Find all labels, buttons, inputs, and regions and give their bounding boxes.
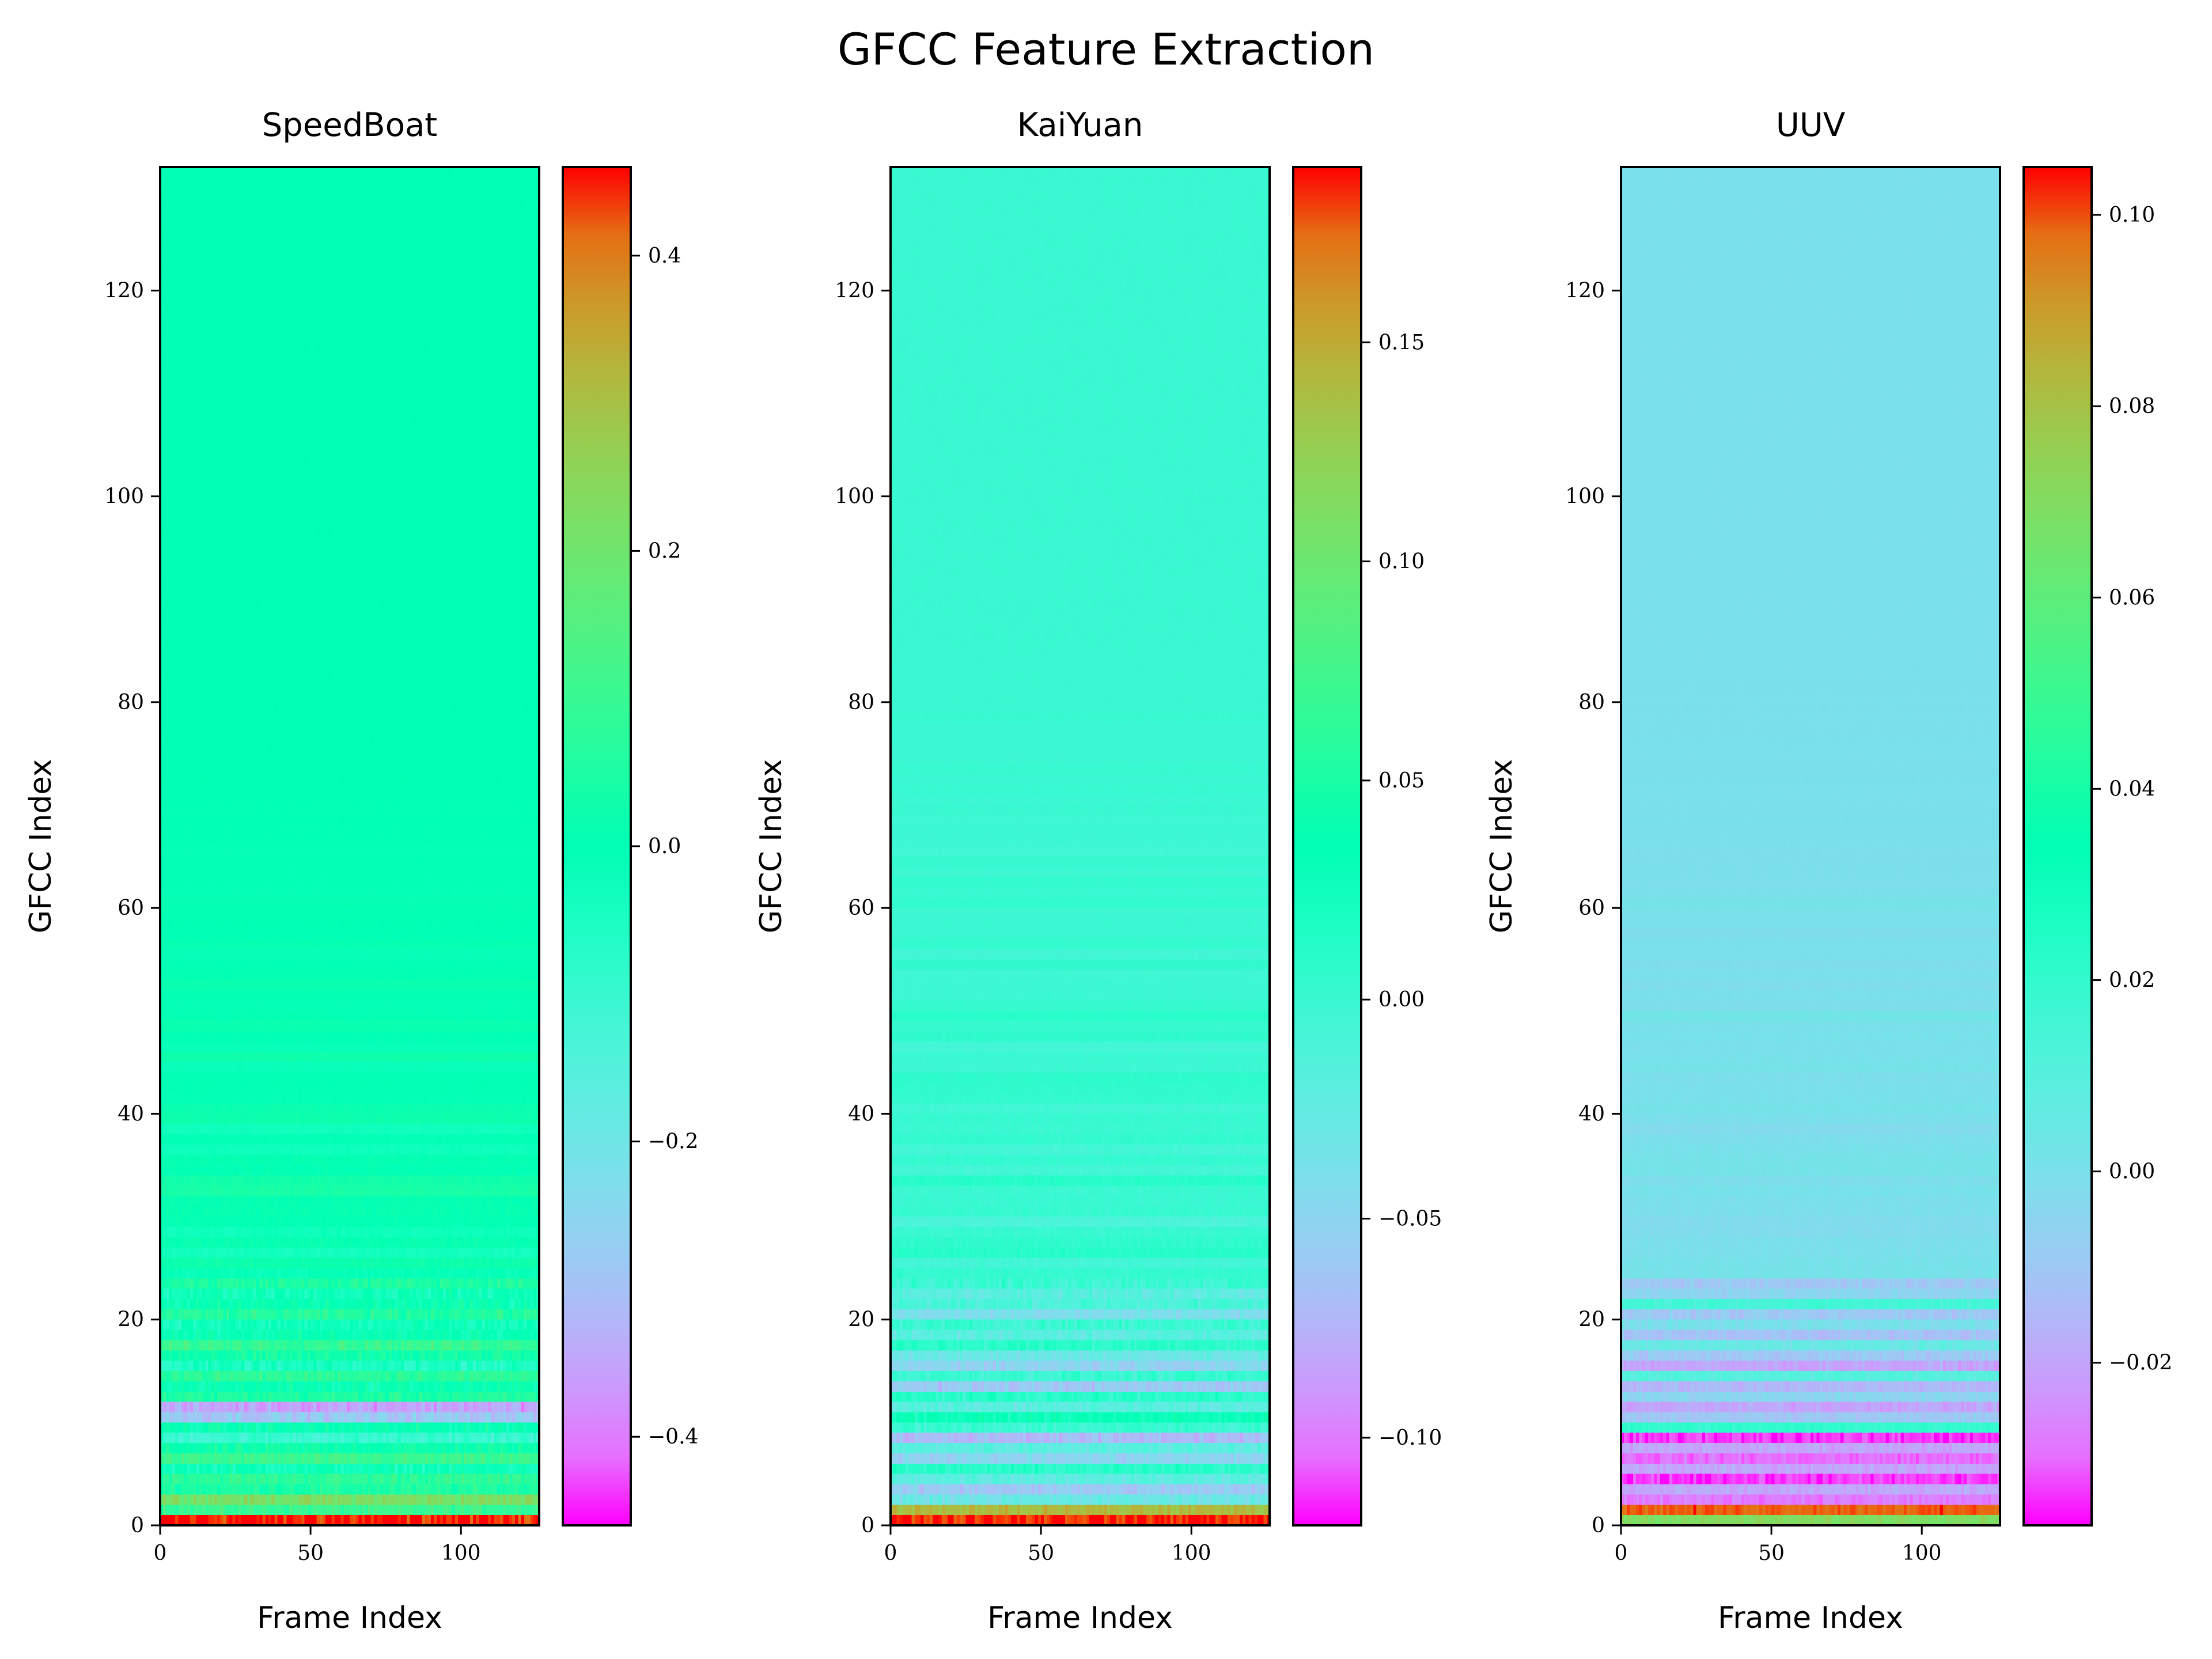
subplot-title: KaiYuan bbox=[1017, 107, 1143, 144]
figure-title: GFCC Feature Extraction bbox=[838, 24, 1374, 75]
y-tick-label: 0 bbox=[1592, 1514, 1605, 1537]
y-tick-label: 60 bbox=[1578, 896, 1605, 920]
x-tick-label: 0 bbox=[154, 1541, 167, 1565]
y-tick-label: 80 bbox=[848, 691, 874, 714]
y-axis-label: GFCC Index bbox=[24, 759, 58, 934]
y-tick-label: 120 bbox=[835, 279, 874, 302]
y-tick-label: 0 bbox=[131, 1514, 144, 1537]
heatmap-frame bbox=[159, 166, 540, 1527]
colorbar-tick-label: 0.08 bbox=[2109, 395, 2155, 418]
colorbar-tick-label: 0.02 bbox=[2109, 968, 2155, 992]
colorbar-tick-label: 0.05 bbox=[1378, 769, 1425, 793]
colorbar-tick-label: 0.04 bbox=[2109, 777, 2155, 801]
colorbar-tick-label: −0.4 bbox=[648, 1425, 698, 1449]
y-tick-label: 40 bbox=[848, 1102, 874, 1126]
y-tick-label: 100 bbox=[104, 485, 144, 509]
colorbar-tick-label: 0.15 bbox=[1378, 331, 1425, 354]
colorbar-tick-label: −0.10 bbox=[1378, 1426, 1442, 1450]
x-tick-label: 50 bbox=[1028, 1541, 1054, 1565]
colorbar-tick-label: 0.06 bbox=[2109, 586, 2155, 609]
x-tick-label: 0 bbox=[884, 1541, 897, 1565]
y-tick-label: 100 bbox=[835, 485, 874, 509]
heatmap-speedboat bbox=[160, 167, 539, 1525]
colorbar-tick-label: 0.00 bbox=[1378, 988, 1425, 1012]
y-axis-label: GFCC Index bbox=[1484, 759, 1519, 934]
colorbar-tick-label: 0.10 bbox=[1378, 550, 1425, 574]
y-tick-label: 20 bbox=[848, 1308, 874, 1332]
x-tick-label: 0 bbox=[1615, 1541, 1628, 1565]
y-tick-label: 20 bbox=[118, 1308, 144, 1332]
panel-kaiyuan: KaiYuan 0 50 100 0 20 40 60 80 100 120 Frame Index G… bbox=[754, 107, 1442, 1635]
subplot-title: SpeedBoat bbox=[262, 107, 438, 144]
panel-uuv: UUV 0 50 100 0 20 40 60 80 100 120 Frame Index GFCC … bbox=[1484, 107, 2172, 1635]
y-tick-label: 0 bbox=[861, 1514, 874, 1537]
y-tick-label: 80 bbox=[118, 691, 144, 714]
y-tick-label: 60 bbox=[848, 896, 874, 920]
colorbar-tick-label: 0.00 bbox=[2109, 1160, 2155, 1184]
colorbar-tick-label: 0.4 bbox=[648, 244, 681, 268]
colorbar-tick-label: 0.10 bbox=[2109, 203, 2155, 227]
colorbar-tick-label: −0.05 bbox=[1378, 1207, 1442, 1231]
x-axis-label: Frame Index bbox=[1718, 1601, 1903, 1635]
x-tick-label: 100 bbox=[1172, 1541, 1211, 1565]
heatmap-frame bbox=[1620, 166, 2001, 1527]
x-tick-label: 100 bbox=[1902, 1541, 1942, 1565]
colorbar-tick-label: −0.02 bbox=[2109, 1351, 2172, 1375]
colorbar bbox=[1292, 166, 1362, 1527]
y-tick-label: 60 bbox=[118, 896, 144, 920]
colorbar bbox=[2022, 166, 2093, 1527]
y-axis-label: GFCC Index bbox=[754, 759, 789, 934]
heatmap-frame bbox=[889, 166, 1271, 1527]
y-tick-label: 120 bbox=[1565, 279, 1605, 302]
y-tick-label: 20 bbox=[1578, 1308, 1605, 1332]
colorbar-tick-label: 0.0 bbox=[648, 835, 681, 858]
colorbar bbox=[562, 166, 632, 1527]
y-tick-label: 80 bbox=[1578, 691, 1605, 714]
x-tick-label: 50 bbox=[1758, 1541, 1785, 1565]
heatmap-uuv bbox=[1621, 167, 2000, 1525]
colorbar-tick-label: −0.2 bbox=[648, 1130, 698, 1154]
x-axis-label: Frame Index bbox=[257, 1601, 442, 1635]
y-tick-label: 120 bbox=[104, 279, 144, 302]
heatmap-kaiyuan bbox=[891, 167, 1270, 1525]
subplot-title: UUV bbox=[1776, 107, 1845, 144]
x-tick-label: 100 bbox=[441, 1541, 481, 1565]
panel-speedboat: SpeedBoat 0 50 100 0 20 40 60 80 100 120 Frame Inde… bbox=[24, 107, 698, 1635]
x-axis-label: Frame Index bbox=[987, 1601, 1173, 1635]
colorbar-tick-label: 0.2 bbox=[648, 539, 681, 563]
x-tick-label: 50 bbox=[297, 1541, 324, 1565]
y-tick-label: 100 bbox=[1565, 485, 1605, 509]
y-tick-label: 40 bbox=[1578, 1102, 1605, 1126]
y-tick-label: 40 bbox=[118, 1102, 144, 1126]
